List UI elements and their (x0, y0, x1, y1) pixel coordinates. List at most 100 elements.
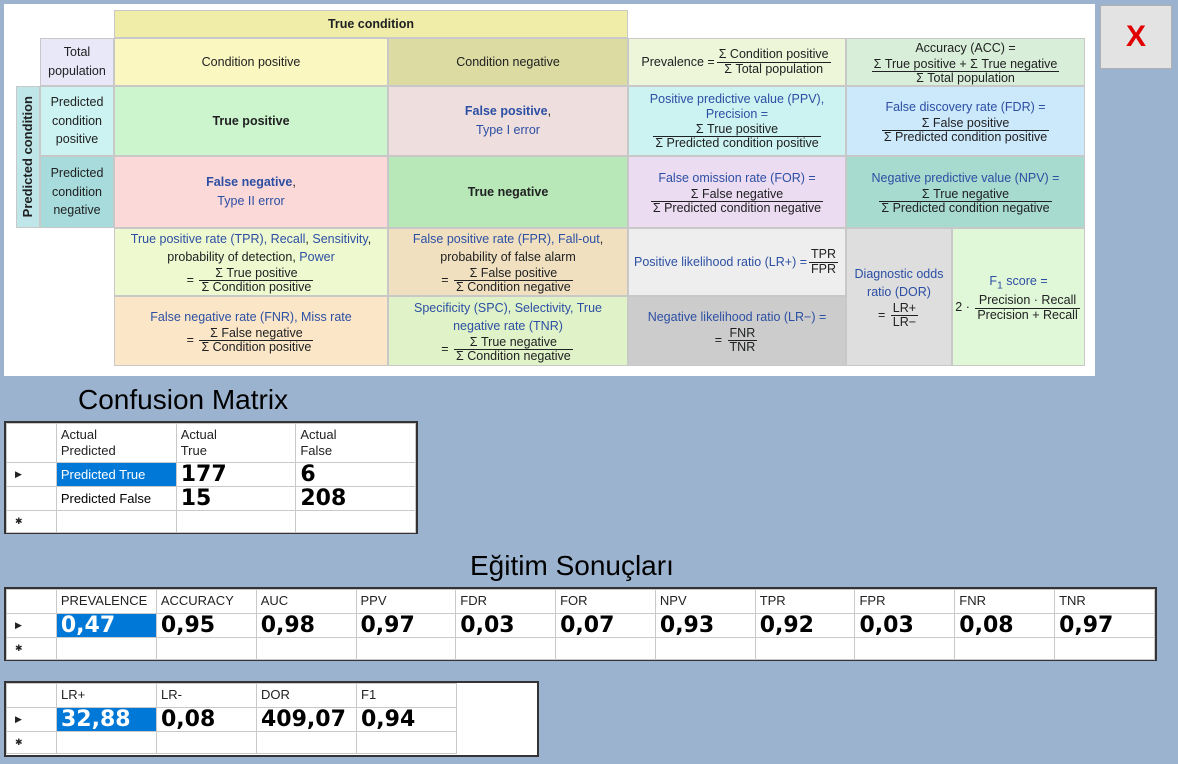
table-row[interactable]: Predicted False 15 208 (6, 486, 416, 511)
npv-label: Negative predictive value (NPV) = (871, 171, 1060, 185)
lr-positive-label: Positive likelihood ratio (LR+) = (634, 254, 807, 269)
results2-grid[interactable]: LR+ LR- DOR F1 ▶ 32,88 0,08 409,07 0,94 ✱ (4, 681, 539, 757)
new-row-asterisk-icon[interactable]: ✱ (6, 510, 57, 533)
fallout-label: Fall-out (558, 232, 600, 247)
value-cell[interactable]: 0,92 (754, 613, 856, 638)
row-header-cell[interactable] (6, 486, 57, 511)
value-cell[interactable]: 6 (295, 462, 416, 487)
value-cell[interactable]: 0,03 (854, 613, 956, 638)
empty-cell[interactable] (56, 731, 157, 754)
new-row[interactable]: ✱ (6, 731, 457, 754)
value-cell[interactable]: 0,97 (355, 613, 457, 638)
empty-cell[interactable] (455, 637, 557, 660)
lr-negative-label: Negative likelihood ratio (LR−) = (647, 310, 827, 324)
row-header-corner (6, 423, 57, 463)
table-row[interactable]: ▶ 0,47 0,95 0,98 0,97 0,03 0,07 0,93 0,92 0,03 0,… (6, 613, 1155, 638)
fpr-numerator: Σ False positive (454, 266, 573, 281)
value-cell[interactable]: 208 (295, 486, 416, 511)
empty-cell[interactable] (55, 510, 177, 533)
column-header[interactable]: TPR (754, 589, 856, 614)
value-cell[interactable]: 0,08 (954, 613, 1056, 638)
dor-label-2: ratio (DOR) (867, 285, 931, 300)
false-positive-cell: False positive, Type I error (388, 86, 628, 156)
column-header[interactable]: LR+ (56, 683, 157, 708)
empty-cell[interactable] (854, 637, 956, 660)
column-header[interactable]: PPV (355, 589, 457, 614)
empty-cell[interactable] (654, 637, 756, 660)
column-header-actual-true[interactable]: Actual True (175, 423, 297, 463)
empty-cell[interactable] (1054, 637, 1155, 660)
fnr-numerator: Σ False negative (199, 326, 314, 341)
empty-cell[interactable] (356, 731, 457, 754)
current-row-arrow-icon[interactable]: ▶ (6, 707, 57, 732)
table-row[interactable]: ▶ Predicted True 177 6 (6, 462, 416, 487)
type1-error-label: Type I error (476, 123, 540, 137)
column-header[interactable]: LR- (156, 683, 257, 708)
column-header[interactable]: ACCURACY (155, 589, 257, 614)
column-header-corner[interactable]: Actual Predicted (55, 423, 177, 463)
value-cell[interactable]: 0,95 (155, 613, 257, 638)
negative-rate-label: negative rate (453, 319, 526, 334)
column-header[interactable]: DOR (256, 683, 357, 708)
column-header[interactable]: NPV (654, 589, 756, 614)
recall-label: Recall (270, 232, 306, 247)
predicted-positive-cell: Predicted condition positive (40, 86, 114, 156)
empty-cell[interactable] (155, 637, 257, 660)
empty-cell[interactable] (954, 637, 1056, 660)
value-cell[interactable]: 0,03 (455, 613, 557, 638)
value-cell[interactable]: 0,08 (156, 707, 257, 732)
empty-cell[interactable] (754, 637, 856, 660)
value-cell[interactable]: 0,07 (555, 613, 656, 638)
corner-label-actual: Actual (60, 427, 97, 442)
true-condition-label: True condition (327, 16, 415, 31)
column-header[interactable]: FNR (954, 589, 1056, 614)
value-cell[interactable]: 32,88 (56, 707, 157, 732)
new-row-asterisk-icon[interactable]: ✱ (6, 637, 57, 660)
close-button[interactable]: X (1100, 5, 1172, 69)
npv-cell: Negative predictive value (NPV) = Σ True… (846, 156, 1085, 228)
empty-cell[interactable] (55, 637, 157, 660)
confusion-matrix-grid[interactable]: Actual Predicted Actual True Actual False ▶… (4, 421, 418, 534)
empty-cell[interactable] (256, 731, 357, 754)
fdr-denominator: Σ Predicted condition positive (883, 129, 1048, 144)
value-cell[interactable]: 177 (175, 462, 297, 487)
empty-cell[interactable] (255, 637, 357, 660)
true-positive-cell: True positive (114, 86, 388, 156)
column-header[interactable]: F1 (356, 683, 457, 708)
false-positive-label: False positive (464, 104, 548, 119)
column-header[interactable]: AUC (255, 589, 357, 614)
empty-cell[interactable] (295, 510, 416, 533)
current-row-arrow-icon[interactable]: ▶ (6, 462, 57, 487)
value-cell[interactable]: 409,07 (256, 707, 357, 732)
column-header-actual-false[interactable]: Actual False (295, 423, 416, 463)
value-cell[interactable]: 0,94 (356, 707, 457, 732)
new-row[interactable]: ✱ (6, 510, 416, 533)
confusion-matrix-title: Confusion Matrix (78, 384, 289, 415)
results-grid[interactable]: PREVALENCE ACCURACY AUC PPV FDR FOR NPV TPR FPR F… (4, 587, 1157, 661)
column-header[interactable]: FOR (555, 589, 656, 614)
new-row[interactable]: ✱ (6, 637, 1155, 660)
value-cell[interactable]: 0,98 (255, 613, 357, 638)
for-label: False omission rate (FOR) = (658, 171, 816, 185)
column-header[interactable]: TNR (1054, 589, 1155, 614)
column-header[interactable]: FDR (455, 589, 557, 614)
table-row[interactable]: ▶ 32,88 0,08 409,07 0,94 (6, 707, 457, 732)
column-header[interactable]: PREVALENCE (55, 589, 157, 614)
column-header[interactable]: FPR (854, 589, 956, 614)
row-label-cell[interactable]: Predicted False (55, 486, 177, 511)
prevalence-denominator: Σ Total population (724, 61, 824, 76)
value-cell[interactable]: 0,97 (1054, 613, 1155, 638)
value-cell[interactable]: 0,93 (654, 613, 756, 638)
empty-cell[interactable] (175, 510, 297, 533)
empty-cell[interactable] (156, 731, 257, 754)
value-cell[interactable]: 15 (175, 486, 297, 511)
empty-cell[interactable] (555, 637, 656, 660)
f1-prefix: 2 · (955, 300, 970, 315)
value-cell[interactable]: 0,47 (55, 613, 157, 638)
ppv-cell: Positive predictive value (PPV), Precisi… (628, 86, 846, 156)
row-label-cell[interactable]: Predicted True (55, 462, 177, 487)
empty-cell[interactable] (355, 637, 457, 660)
new-row-asterisk-icon[interactable]: ✱ (6, 731, 57, 754)
current-row-arrow-icon[interactable]: ▶ (6, 613, 57, 638)
condition-negative-cell: Condition negative (388, 38, 628, 86)
